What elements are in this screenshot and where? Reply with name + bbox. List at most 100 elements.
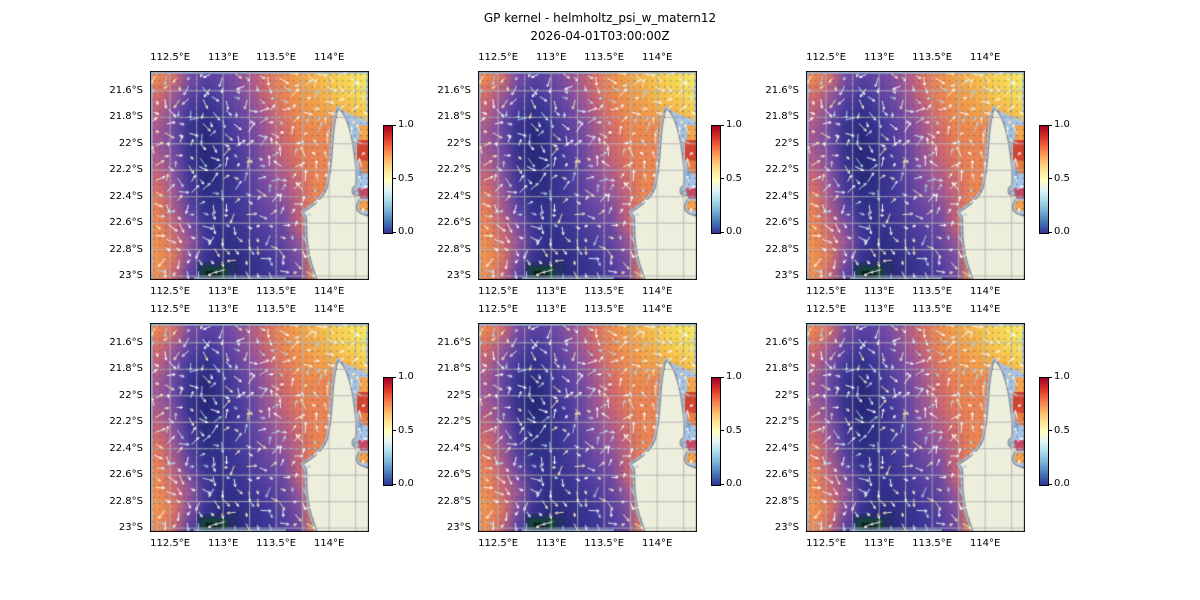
x-tick-label-bottom-r0c2: 112.5°E bbox=[806, 286, 847, 297]
x-tick-label-top-r0c0: 114°E bbox=[313, 52, 345, 63]
y-tick-label-r1c0: 22.4°S bbox=[109, 442, 143, 454]
x-tick-label-top-r0c0: 113.5°E bbox=[256, 52, 297, 63]
x-tick-label-top-r0c1: 113°E bbox=[535, 52, 567, 63]
y-tick-label-r0c1: 22.4°S bbox=[437, 190, 471, 202]
x-tick-label-top-r0c1: 114°E bbox=[641, 52, 673, 63]
map-canvas-r0c2 bbox=[806, 71, 1025, 280]
x-tick-label-bottom-r1c1: 113°E bbox=[535, 538, 567, 549]
colorbar-tick-label-r0c0: 0.5 bbox=[398, 172, 414, 184]
y-tick-label-r1c1: 22°S bbox=[446, 389, 471, 401]
colorbar-r1c2 bbox=[1039, 377, 1049, 486]
y-tick-label-r0c1: 23°S bbox=[446, 270, 471, 282]
colorbar-tick-r1c2 bbox=[1049, 483, 1052, 485]
y-tick-label-r1c2: 22.4°S bbox=[765, 442, 799, 454]
colorbar-tick-r0c2 bbox=[1049, 124, 1052, 126]
map-canvas-r0c1 bbox=[478, 71, 697, 280]
x-tick-label-bottom-r1c0: 114°E bbox=[313, 538, 345, 549]
x-tick-label-top-r1c0: 113.5°E bbox=[256, 304, 297, 315]
map-canvas-r1c1 bbox=[478, 323, 697, 532]
x-tick-label-top-r1c0: 114°E bbox=[313, 304, 345, 315]
colorbar-tick-label-r0c0: 0.0 bbox=[398, 226, 414, 237]
x-tick-label-bottom-r0c2: 114°E bbox=[969, 286, 1001, 297]
x-tick-label-bottom-r0c0: 112.5°E bbox=[150, 286, 191, 297]
x-tick-label-bottom-r1c0: 113°E bbox=[207, 538, 239, 549]
x-tick-label-top-r1c0: 113°E bbox=[207, 304, 239, 315]
y-tick-label-r0c2: 21.6°S bbox=[765, 84, 799, 96]
colorbar-r1c1 bbox=[711, 377, 721, 486]
y-tick-label-r1c1: 22.6°S bbox=[437, 469, 471, 481]
x-tick-label-bottom-r0c0: 113°E bbox=[207, 286, 239, 297]
x-tick-label-top-r1c1: 112.5°E bbox=[478, 304, 519, 315]
colorbar-tick-r1c1 bbox=[721, 376, 724, 378]
y-tick-label-r0c2: 23°S bbox=[774, 270, 799, 282]
x-tick-label-bottom-r0c0: 114°E bbox=[313, 286, 345, 297]
colorbar-tick-label-r1c1: 1.0 bbox=[726, 371, 742, 382]
y-tick-label-r0c0: 23°S bbox=[118, 270, 143, 282]
colorbar-tick-label-r0c1: 0.0 bbox=[726, 226, 742, 237]
x-tick-label-bottom-r0c2: 113.5°E bbox=[912, 286, 953, 297]
y-tick-label-r1c2: 21.6°S bbox=[765, 336, 799, 348]
x-tick-label-top-r1c1: 113.5°E bbox=[584, 304, 625, 315]
colorbar-tick-label-r1c2: 1.0 bbox=[1054, 371, 1070, 382]
y-tick-label-r0c1: 22.6°S bbox=[437, 217, 471, 229]
colorbar-tick-r0c0 bbox=[393, 231, 396, 233]
colorbar-tick-r1c0 bbox=[393, 430, 396, 431]
y-tick-label-r0c0: 21.8°S bbox=[109, 111, 143, 123]
y-tick-label-r1c2: 22.2°S bbox=[765, 416, 799, 428]
x-tick-label-bottom-r0c0: 113.5°E bbox=[256, 286, 297, 297]
y-tick-label-r1c1: 21.8°S bbox=[437, 363, 471, 375]
y-tick-label-r1c0: 22°S bbox=[118, 389, 143, 401]
x-tick-label-bottom-r1c2: 114°E bbox=[969, 538, 1001, 549]
x-tick-label-top-r1c2: 114°E bbox=[969, 304, 1001, 315]
y-tick-label-r0c1: 21.6°S bbox=[437, 84, 471, 96]
colorbar-tick-r0c0 bbox=[393, 178, 396, 179]
y-tick-label-r1c2: 23°S bbox=[774, 522, 799, 534]
x-tick-label-top-r1c0: 112.5°E bbox=[150, 304, 191, 315]
map-canvas-r1c0 bbox=[150, 323, 369, 532]
y-tick-label-r1c0: 22.8°S bbox=[109, 495, 143, 507]
y-tick-label-r1c2: 22°S bbox=[774, 389, 799, 401]
colorbar-tick-r1c0 bbox=[393, 376, 396, 378]
y-tick-label-r1c2: 21.8°S bbox=[765, 363, 799, 375]
y-tick-label-r0c2: 22.2°S bbox=[765, 164, 799, 176]
y-tick-label-r1c1: 22.4°S bbox=[437, 442, 471, 454]
x-tick-label-bottom-r1c0: 112.5°E bbox=[150, 538, 191, 549]
x-tick-label-bottom-r0c1: 112.5°E bbox=[478, 286, 519, 297]
colorbar-tick-r0c2 bbox=[1049, 178, 1052, 179]
colorbar-tick-label-r0c1: 1.0 bbox=[726, 119, 742, 130]
x-tick-label-top-r0c2: 113°E bbox=[863, 52, 895, 63]
colorbar-tick-r0c2 bbox=[1049, 231, 1052, 233]
colorbar-tick-r1c1 bbox=[721, 483, 724, 485]
y-tick-label-r0c0: 22.2°S bbox=[109, 164, 143, 176]
y-tick-label-r1c0: 22.2°S bbox=[109, 416, 143, 428]
colorbar-r1c0 bbox=[383, 377, 393, 486]
y-tick-label-r0c1: 22.8°S bbox=[437, 243, 471, 255]
x-tick-label-bottom-r1c1: 114°E bbox=[641, 538, 673, 549]
x-tick-label-top-r0c1: 113.5°E bbox=[584, 52, 625, 63]
map-canvas-r0c0 bbox=[150, 71, 369, 280]
y-tick-label-r0c2: 22.8°S bbox=[765, 243, 799, 255]
y-tick-label-r1c0: 21.6°S bbox=[109, 336, 143, 348]
x-tick-label-top-r0c0: 113°E bbox=[207, 52, 239, 63]
y-tick-label-r1c0: 22.6°S bbox=[109, 469, 143, 481]
colorbar-tick-label-r1c1: 0.5 bbox=[726, 424, 742, 436]
colorbar-tick-label-r1c2: 0.5 bbox=[1054, 424, 1070, 436]
y-tick-label-r0c2: 22.4°S bbox=[765, 190, 799, 202]
colorbar-tick-label-r1c0: 0.5 bbox=[398, 424, 414, 436]
y-tick-label-r0c0: 22.4°S bbox=[109, 190, 143, 202]
colorbar-tick-r0c1 bbox=[721, 124, 724, 126]
x-tick-label-top-r1c2: 113°E bbox=[863, 304, 895, 315]
colorbar-tick-r1c2 bbox=[1049, 376, 1052, 378]
y-tick-label-r1c0: 23°S bbox=[118, 522, 143, 534]
x-tick-label-top-r1c1: 113°E bbox=[535, 304, 567, 315]
y-tick-label-r0c2: 22.6°S bbox=[765, 217, 799, 229]
colorbar-tick-label-r1c2: 0.0 bbox=[1054, 478, 1070, 489]
y-tick-label-r1c1: 23°S bbox=[446, 522, 471, 534]
y-tick-label-r0c0: 22°S bbox=[118, 137, 143, 149]
y-tick-label-r0c1: 21.8°S bbox=[437, 111, 471, 123]
y-tick-label-r0c0: 22.8°S bbox=[109, 243, 143, 255]
y-tick-label-r1c1: 21.6°S bbox=[437, 336, 471, 348]
y-tick-label-r1c2: 22.8°S bbox=[765, 495, 799, 507]
x-tick-label-bottom-r1c1: 113.5°E bbox=[584, 538, 625, 549]
